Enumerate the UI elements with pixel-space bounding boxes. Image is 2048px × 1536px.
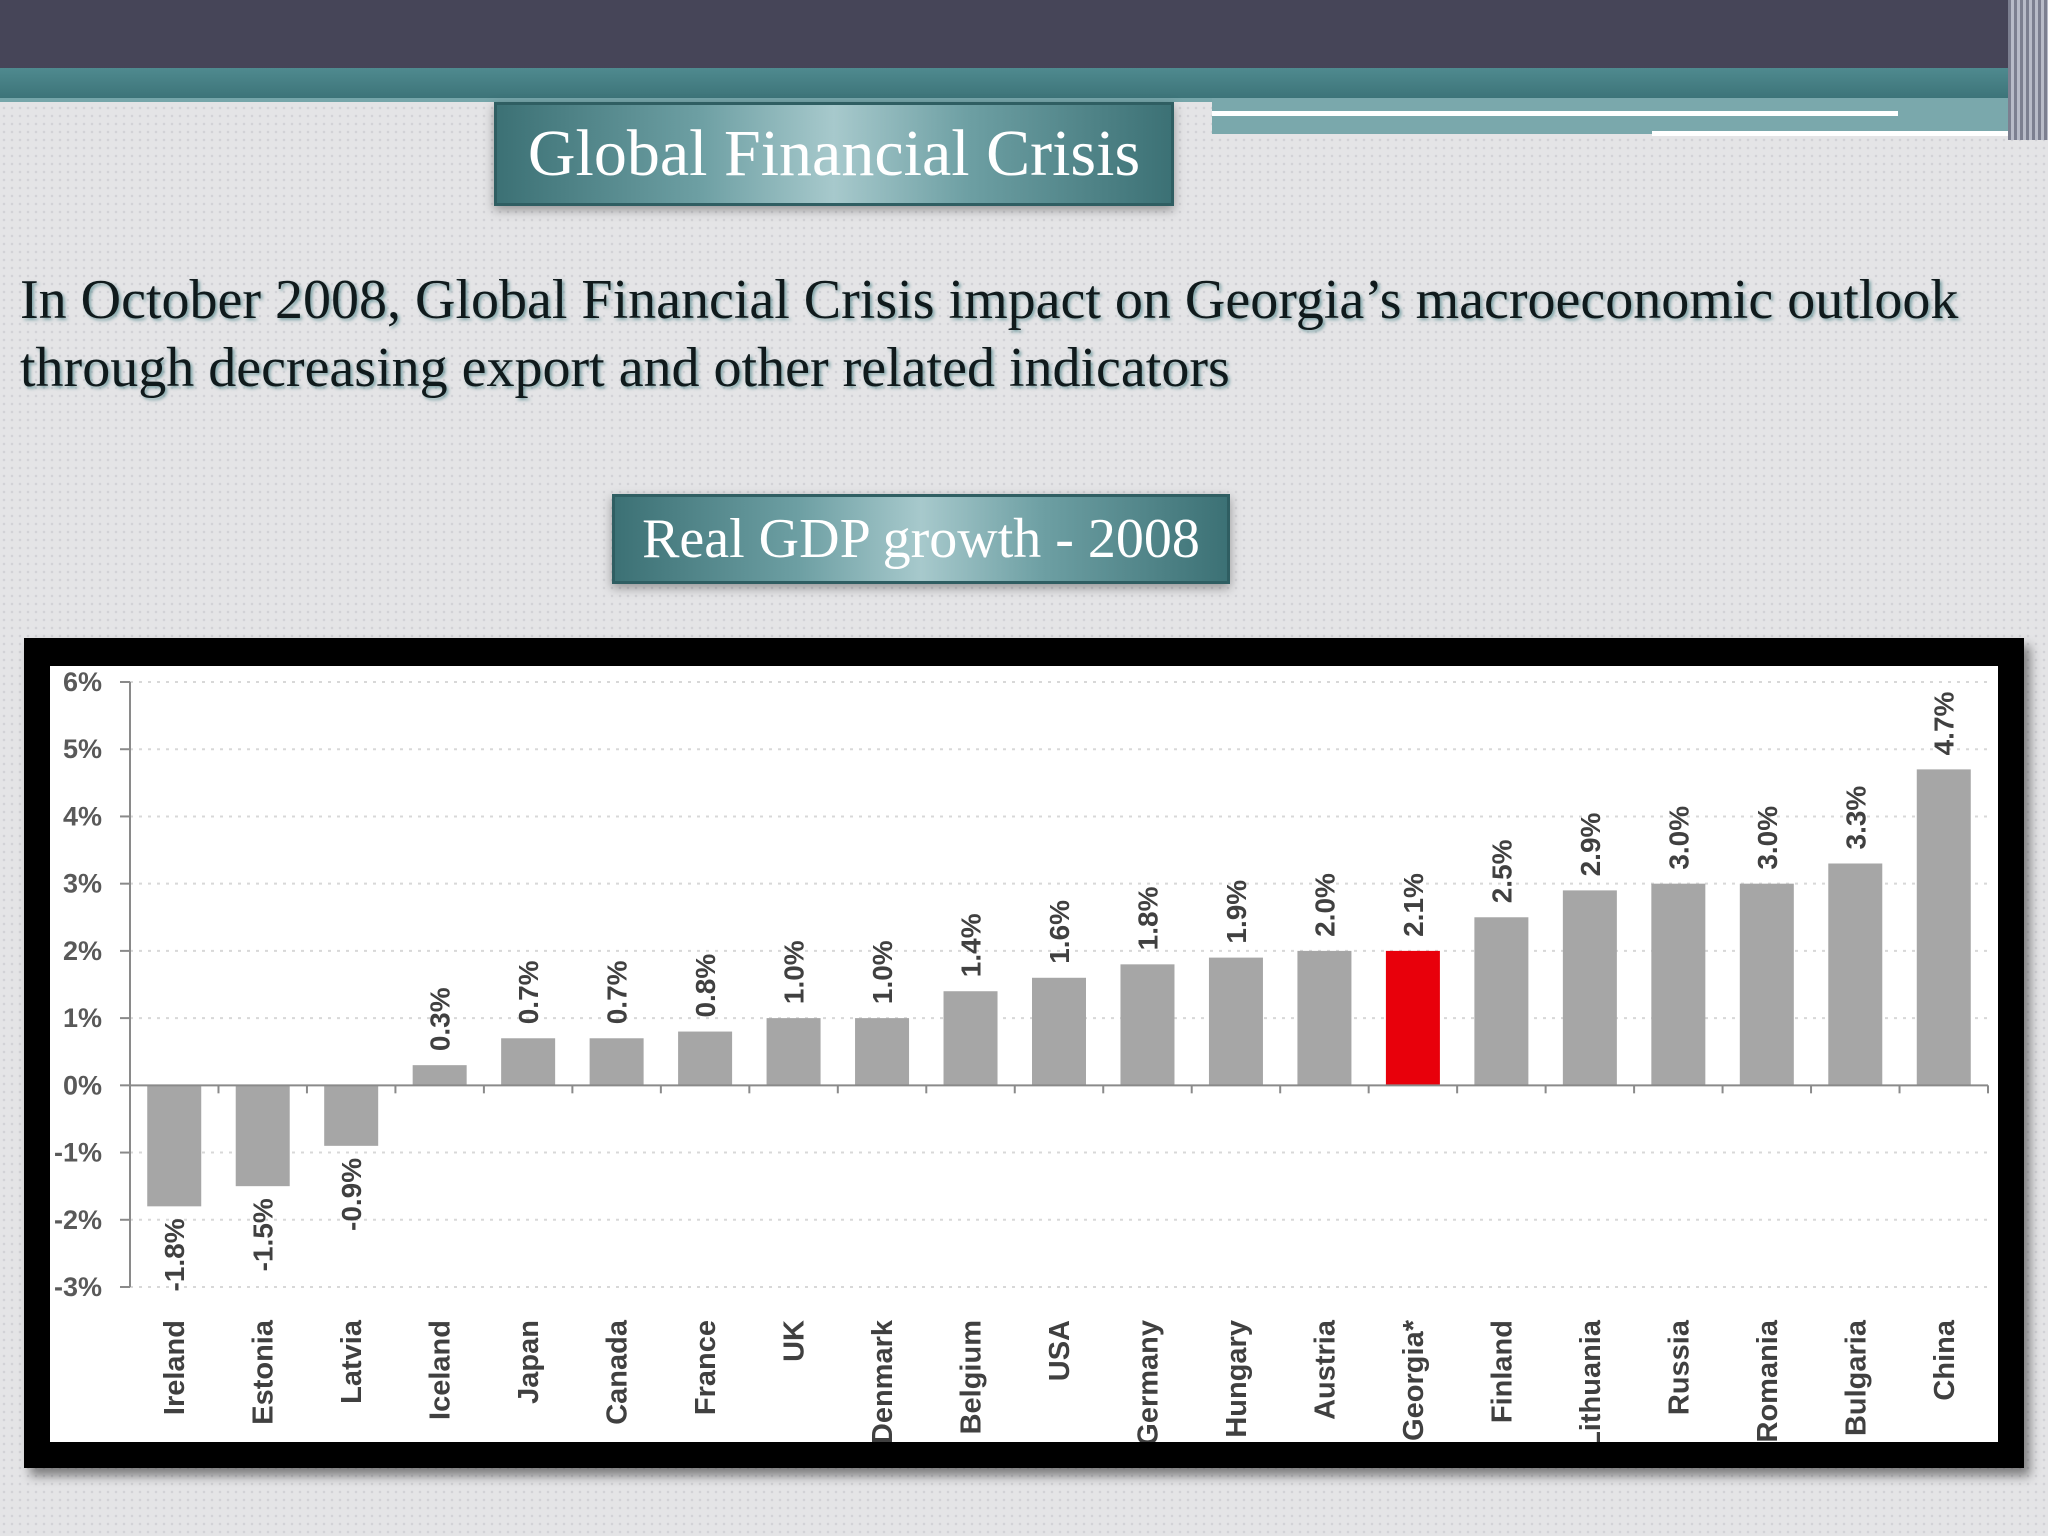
data-label: 0.7% [602, 960, 633, 1024]
teal-band-lower [0, 98, 1212, 102]
category-label: Finland [1486, 1320, 1518, 1423]
data-label: -1.5% [248, 1198, 279, 1271]
bar-iceland [412, 1065, 467, 1086]
category-label: Latvia [336, 1319, 368, 1404]
data-label: 4.7% [1929, 691, 1960, 755]
y-tick-label: -1% [54, 1138, 102, 1168]
teal-band [0, 68, 2048, 98]
bar-ireland [147, 1085, 202, 1207]
category-label: Denmark [867, 1319, 899, 1442]
y-tick-label: -3% [54, 1272, 102, 1302]
data-label: 0.8% [690, 954, 721, 1018]
data-label: 1.6% [1044, 900, 1075, 964]
category-label: Belgium [956, 1320, 988, 1434]
bar-uk [766, 1018, 821, 1086]
y-tick-label: 1% [63, 1003, 102, 1033]
bar-romania [1739, 883, 1794, 1086]
bar-hungary [1208, 957, 1263, 1086]
y-tick-label: 6% [63, 667, 102, 697]
data-label: 3.0% [1663, 806, 1694, 870]
bar-japan [501, 1038, 556, 1086]
data-label: 1.0% [867, 940, 898, 1004]
category-label: Bulgaria [1840, 1319, 1872, 1436]
data-label: -0.9% [336, 1158, 367, 1231]
category-label: China [1929, 1319, 1961, 1400]
category-label: Germany [1132, 1320, 1164, 1442]
data-label: 0.3% [425, 987, 456, 1051]
y-tick-label: 3% [63, 869, 102, 899]
bar-latvia [324, 1085, 379, 1146]
top-bar [0, 0, 2048, 68]
data-label: 0.7% [513, 960, 544, 1024]
category-label: Romania [1752, 1319, 1784, 1442]
bar-chart: -3% -2% -1% 0% 1% 2% 3% 4% 5% 6% -1.8% Ireland -1.5%… [50, 666, 1998, 1442]
slide-subtitle: In October 2008, Global Financial Crisis… [20, 269, 1959, 399]
bar-estonia [235, 1085, 290, 1187]
category-label: France [690, 1320, 722, 1415]
y-tick-label: 5% [63, 734, 102, 764]
decorative-line-top [1212, 111, 1898, 116]
bar-austria [1297, 950, 1352, 1086]
bar-lithuania [1562, 890, 1617, 1086]
data-label: 3.3% [1840, 786, 1871, 850]
data-label: 2.5% [1486, 839, 1517, 903]
slide-title: Global Financial Crisis [494, 102, 1174, 206]
y-tick-label: 0% [63, 1070, 102, 1100]
header-right-band [1212, 98, 2048, 134]
category-label: Japan [513, 1320, 545, 1404]
category-label: Canada [602, 1319, 634, 1425]
bar-belgium [943, 991, 998, 1086]
bar-russia [1651, 883, 1706, 1086]
y-tick-label: 4% [63, 801, 102, 831]
y-tick-label: 2% [63, 936, 102, 966]
bar-canada [589, 1038, 644, 1086]
category-label: Ireland [159, 1320, 191, 1415]
data-label: 3.0% [1752, 806, 1783, 870]
category-label: Austria [1309, 1319, 1341, 1420]
data-label: 1.8% [1132, 886, 1163, 950]
category-label: Georgia* [1398, 1319, 1430, 1441]
category-label: Iceland [425, 1320, 457, 1420]
edge-stripes [2008, 0, 2048, 140]
data-label: 2.0% [1309, 873, 1340, 937]
data-label: 1.4% [956, 913, 987, 977]
bar-georgia [1385, 950, 1440, 1086]
category-label: USA [1044, 1320, 1076, 1381]
data-label: -1.8% [159, 1218, 190, 1291]
category-label: UK [779, 1320, 811, 1362]
category-label: Lithuania [1575, 1319, 1607, 1442]
data-label: 2.9% [1575, 812, 1606, 876]
bar-denmark [855, 1018, 910, 1086]
bar-china [1916, 769, 1971, 1086]
decorative-line-bottom [1652, 131, 2008, 136]
data-label: 1.9% [1221, 880, 1252, 944]
bar-germany [1120, 964, 1175, 1086]
data-label: 2.1% [1398, 873, 1429, 937]
bar-france [678, 1031, 733, 1086]
bar-finland [1474, 917, 1529, 1086]
chart-title: Real GDP growth - 2008 [612, 494, 1230, 584]
bar-usa [1032, 977, 1086, 1086]
bar-bulgaria [1828, 863, 1883, 1086]
category-label: Russia [1663, 1319, 1695, 1415]
category-label: Estonia [248, 1319, 280, 1425]
category-label: Hungary [1221, 1320, 1253, 1438]
data-label: 1.0% [779, 940, 810, 1004]
y-tick-label: -2% [54, 1205, 102, 1235]
